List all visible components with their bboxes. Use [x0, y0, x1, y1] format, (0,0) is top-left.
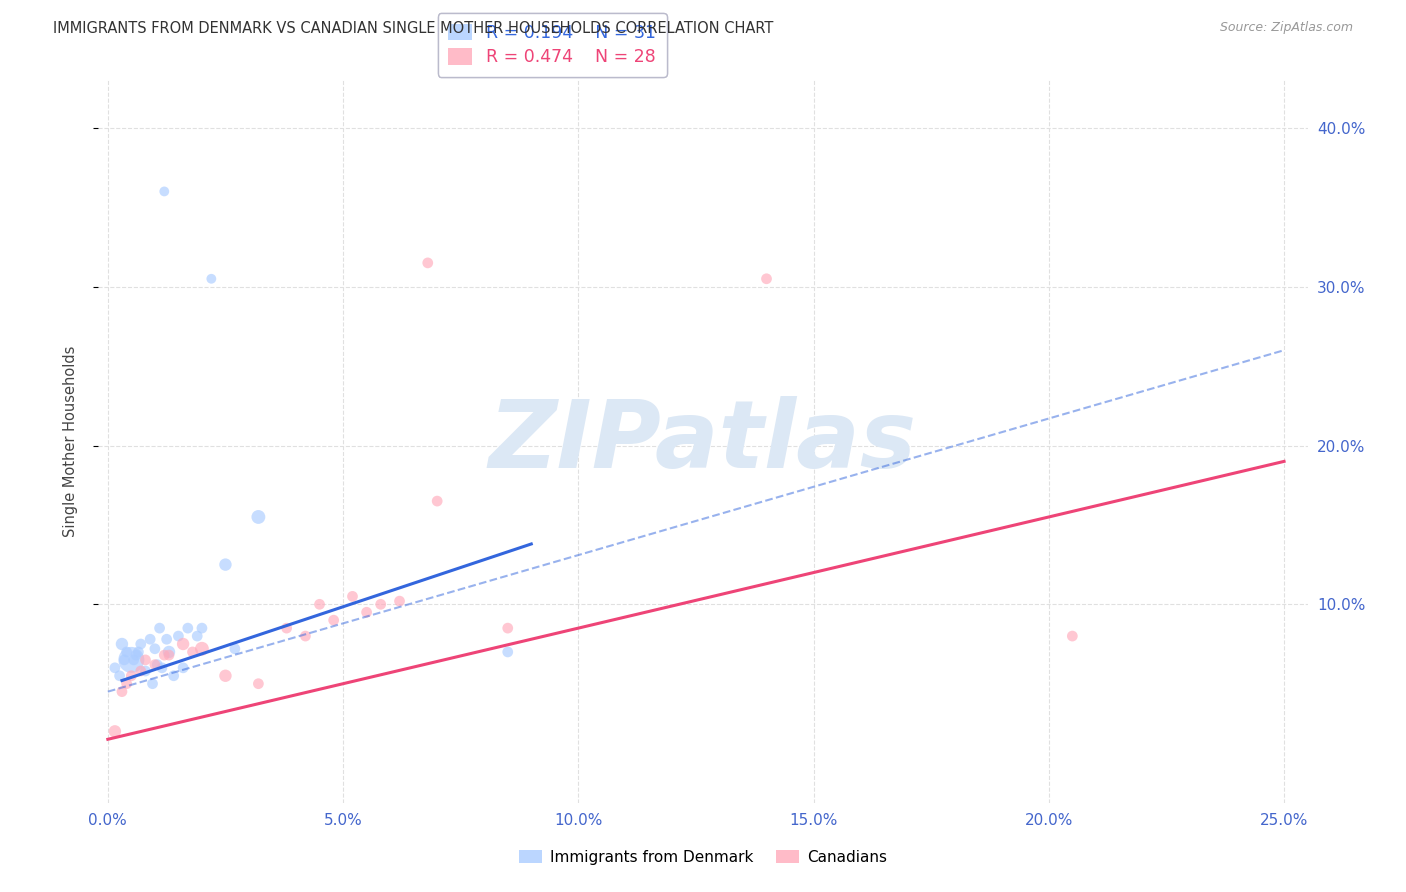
Point [181, 645, 204, 659]
Point [143, 657, 166, 672]
Point [146, 657, 169, 672]
Point [496, 621, 519, 635]
Point [308, 597, 330, 611]
Point [167, 629, 190, 643]
Point [276, 621, 298, 635]
Point [150, 661, 173, 675]
Point [496, 645, 519, 659]
Legend: Immigrants from Denmark, Canadians: Immigrants from Denmark, Canadians [513, 844, 893, 871]
Point [115, 645, 138, 659]
Point [111, 684, 134, 698]
Point [111, 637, 134, 651]
Point [172, 661, 194, 675]
Text: IMMIGRANTS FROM DENMARK VS CANADIAN SINGLE MOTHER HOUSEHOLDS CORRELATION CHART: IMMIGRANTS FROM DENMARK VS CANADIAN SING… [53, 21, 773, 37]
Point [214, 669, 236, 683]
Point [416, 256, 439, 270]
Point [163, 669, 186, 683]
Point [214, 558, 236, 572]
Point [755, 272, 778, 286]
Point [247, 676, 270, 690]
Point [224, 641, 246, 656]
Point [370, 597, 392, 611]
Point [149, 621, 172, 635]
Point [294, 629, 316, 643]
Point [172, 637, 194, 651]
Point [108, 669, 131, 683]
Legend: R = 0.194    N = 31, R = 0.474    N = 28: R = 0.194 N = 31, R = 0.474 N = 28 [437, 13, 666, 77]
Point [104, 661, 127, 675]
Point [122, 653, 145, 667]
Point [120, 669, 142, 683]
Point [129, 637, 152, 651]
Point [1062, 629, 1084, 643]
Point [141, 676, 163, 690]
Point [125, 648, 148, 662]
Point [134, 664, 156, 678]
Point [322, 613, 344, 627]
Point [388, 594, 411, 608]
Point [200, 272, 222, 286]
Text: ZIPatlas: ZIPatlas [489, 395, 917, 488]
Point [127, 645, 149, 659]
Point [112, 653, 135, 667]
Point [143, 641, 166, 656]
Point [157, 648, 180, 662]
Point [129, 664, 152, 678]
Point [153, 185, 176, 199]
Point [134, 653, 156, 667]
Point [191, 621, 214, 635]
Point [191, 641, 214, 656]
Point [156, 632, 179, 647]
Point [157, 645, 180, 659]
Point [426, 494, 449, 508]
Point [120, 653, 142, 667]
Point [177, 621, 200, 635]
Y-axis label: Single Mother Households: Single Mother Households [63, 346, 77, 537]
Point [115, 676, 138, 690]
Point [247, 510, 270, 524]
Text: Source: ZipAtlas.com: Source: ZipAtlas.com [1219, 21, 1353, 35]
Point [153, 648, 176, 662]
Point [356, 605, 378, 619]
Point [186, 629, 208, 643]
Point [342, 590, 364, 604]
Point [139, 632, 162, 647]
Point [104, 724, 127, 739]
